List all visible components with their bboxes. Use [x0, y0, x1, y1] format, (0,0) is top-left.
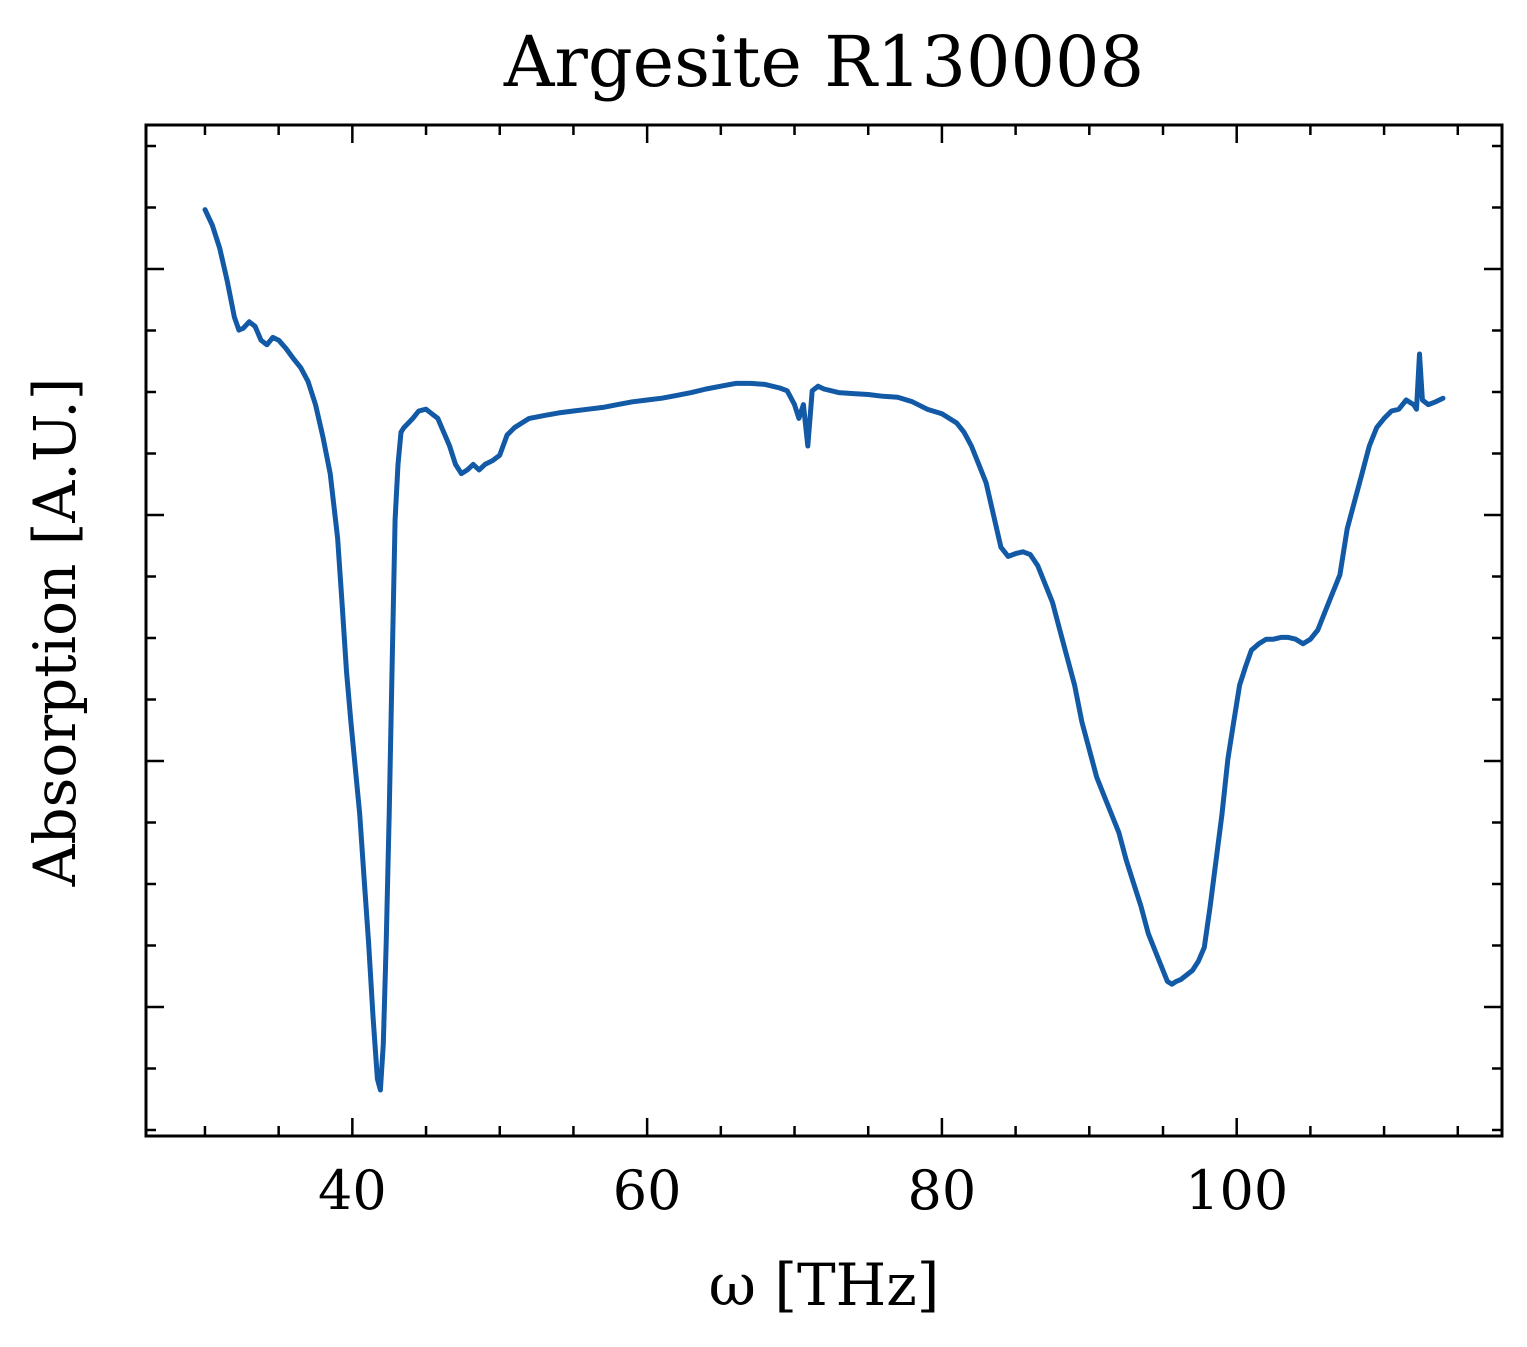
x-tick-labels: 40 60 80 100: [318, 1159, 1288, 1222]
x-tick-label: 80: [908, 1159, 977, 1222]
x-axis-label: ω [THz]: [709, 1251, 940, 1319]
x-tick-label: 60: [613, 1159, 682, 1222]
axis-ticks: [146, 125, 1502, 1136]
y-axis-label: Absorption [A.U.]: [21, 378, 89, 888]
x-tick-label: 100: [1185, 1159, 1288, 1222]
chart-title: Argesite R130008: [503, 21, 1144, 103]
plot-frame: [144, 123, 1504, 1138]
x-tick-label: 40: [318, 1159, 387, 1222]
series-line: [202, 207, 1446, 1093]
